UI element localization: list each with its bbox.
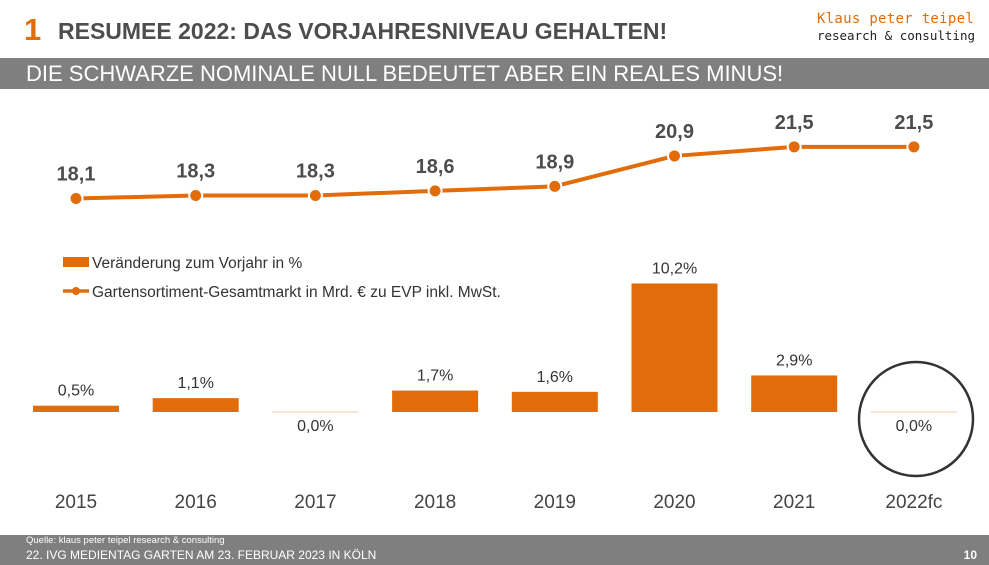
x-tick-label: 2018 — [414, 492, 456, 513]
bar-data-label: 10,2% — [652, 260, 697, 277]
line-point — [307, 187, 323, 203]
x-tick-label: 2016 — [175, 492, 217, 513]
brand-tagline: research & consulting — [816, 28, 975, 43]
line-data-label: 18,9 — [535, 151, 574, 173]
x-tick-label: 2019 — [534, 492, 576, 513]
line-series — [75, 144, 914, 201]
bar-2018 — [392, 390, 479, 412]
bar-2019 — [511, 391, 598, 412]
legend-bar-swatch — [63, 257, 89, 267]
line-point — [786, 139, 802, 155]
line-data-label: 18,3 — [296, 160, 335, 182]
line-data-label: 21,5 — [894, 112, 933, 134]
bar-data-label: 0,5% — [58, 383, 94, 400]
bar-data-label: 1,6% — [537, 369, 573, 386]
source-note: Quelle: klaus peter teipel research & co… — [26, 535, 225, 546]
line-data-label: 18,3 — [176, 160, 215, 182]
brand-name: Klaus peter teipel — [816, 11, 975, 27]
line-data-label: 18,1 — [57, 164, 96, 186]
bar-2021 — [751, 375, 838, 412]
bar-data-label: 0,0% — [896, 418, 932, 435]
combo-chart: 0,5% 1,1% 0,0% 1,7% 1,6% 10,2% 2,9% 0,0% 18,1 18… — [33, 112, 975, 513]
bar-2016 — [152, 398, 239, 412]
line-point — [68, 191, 84, 206]
x-tick-label: 2021 — [773, 492, 815, 513]
page-title: RESUMEE 2022: DAS VORJAHRESNIVEAU GEHALT… — [58, 18, 668, 44]
bar-data-label: 1,1% — [177, 375, 213, 392]
brand-logo: Klaus peter teipel research & consulting — [817, 10, 975, 44]
x-tick-label: 2017 — [294, 492, 336, 513]
x-tick-label: 2022fc — [885, 492, 942, 513]
legend-bar-label: Veränderung zum Vorjahr in % — [92, 255, 302, 272]
legend-line-label: Gartensortiment-Gesamtmarkt in Mrd. € zu… — [92, 284, 501, 301]
legend-line-marker — [72, 287, 80, 295]
slide-number: 1 — [24, 12, 42, 47]
line-point — [906, 139, 922, 155]
line-data-label: 20,9 — [655, 121, 694, 143]
highlight-circle — [857, 360, 975, 478]
line-point — [188, 187, 204, 203]
bar-data-label: 1,7% — [417, 368, 453, 385]
x-tick-label: 2015 — [55, 492, 97, 513]
footer-band: Quelle: klaus peter teipel research & co… — [0, 535, 989, 565]
bar-data-label: 2,9% — [776, 352, 812, 369]
subheadline-band: DIE SCHWARZE NOMINALE NULL BEDEUTET ABER… — [0, 58, 989, 89]
line-point — [547, 178, 563, 194]
bar-2020 — [631, 283, 718, 412]
line-data-label: 21,5 — [775, 112, 814, 134]
line-point — [427, 183, 443, 199]
bar-2015 — [33, 405, 119, 412]
line-point — [667, 148, 682, 164]
line-data-label: 18,6 — [416, 156, 455, 178]
x-tick-label: 2020 — [653, 492, 695, 513]
bar-data-label: 0,0% — [297, 418, 333, 435]
event-caption: 22. IVG MEDIENTAG GARTEN AM 23. FEBRUAR … — [26, 548, 377, 562]
page-number: 10 — [963, 548, 977, 562]
